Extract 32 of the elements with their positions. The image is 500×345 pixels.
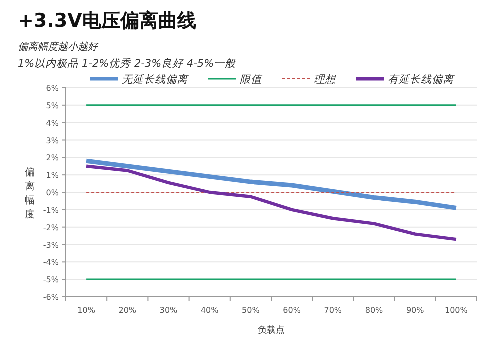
y-tick-label: 5% <box>46 101 60 110</box>
y-tick-label: -2% <box>43 223 60 232</box>
text: 1%以内极品 1-2%优秀 2-3%良好 4-5%一般 <box>18 58 238 70</box>
legend-label: 理想 <box>314 74 337 86</box>
y-tick-label: -1% <box>43 206 60 215</box>
y-tick-label: 3% <box>46 136 60 146</box>
x-tick-label: 90% <box>406 306 425 315</box>
x-tick-label: 80% <box>365 306 384 315</box>
y-tick-label: -3% <box>43 240 60 250</box>
y-tick-label: -5% <box>43 276 60 285</box>
x-tick-label: 40% <box>200 306 220 315</box>
legend-label: 限值 <box>240 74 263 86</box>
y-tick-label: -4% <box>43 258 60 268</box>
y-axis-title: 偏离幅度 <box>25 166 35 220</box>
x-tick-label: 20% <box>118 306 137 315</box>
y-tick-label: 6% <box>46 84 60 93</box>
y-tick-label: 1% <box>46 171 60 180</box>
legend-label: 无延长线偏离 <box>122 74 189 86</box>
x-tick-label: 60% <box>283 306 302 315</box>
y-tick-label: -6% <box>43 293 60 302</box>
x-axis-title: 负载点 <box>258 325 285 336</box>
y-tick-label: 0% <box>46 188 60 198</box>
x-tick-label: 70% <box>324 306 342 315</box>
x-tick-label: 100% <box>445 306 468 315</box>
chart-title: +3.3V电压偏离曲线 <box>18 10 196 32</box>
x-tick-label: 50% <box>242 306 260 315</box>
y-tick-label: 2% <box>46 154 60 163</box>
x-tick-label: 30% <box>160 306 178 315</box>
chart-subtitle: 偏离幅度越小越好 <box>18 41 99 53</box>
legend-label: 有延长线偏离 <box>388 74 455 86</box>
x-tick-label: 10% <box>78 306 96 315</box>
y-tick-label: 4% <box>46 118 60 128</box>
